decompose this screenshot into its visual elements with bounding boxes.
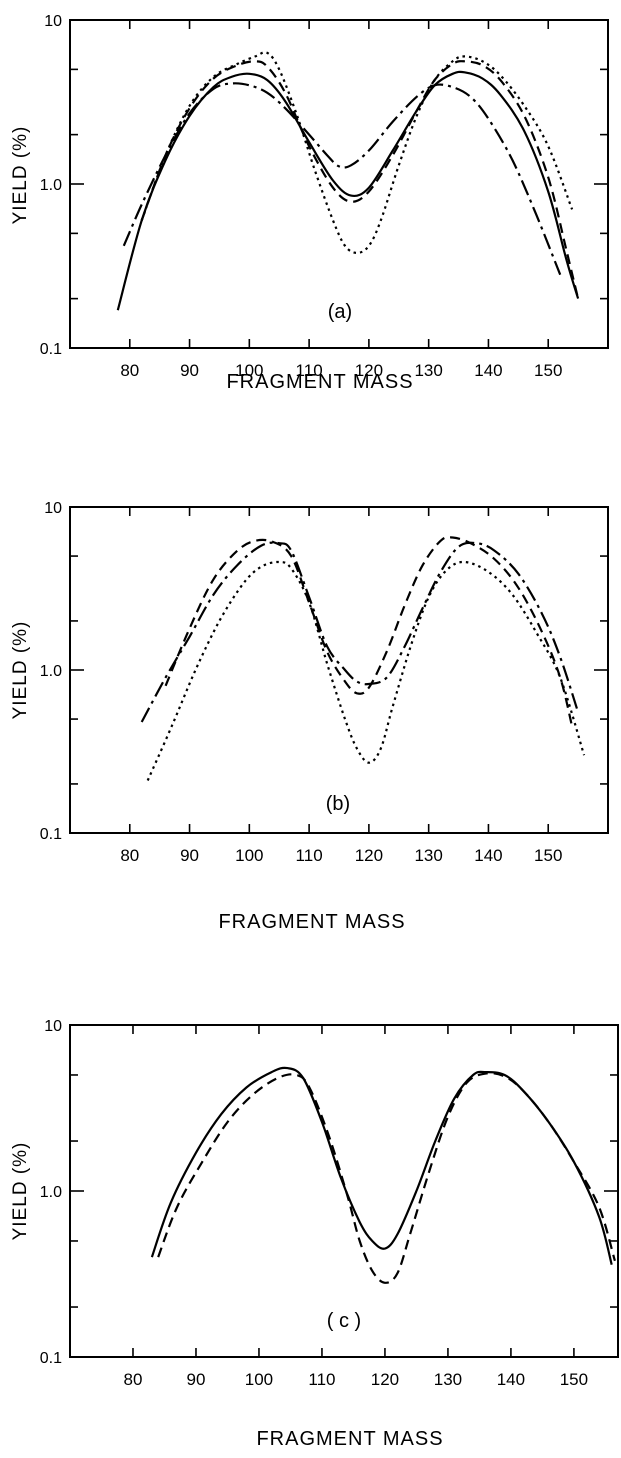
- x-tick-label: 130: [414, 361, 442, 380]
- series-line-dotted: [146, 560, 586, 781]
- x-tick-label: 110: [308, 1370, 335, 1389]
- y-axis-title: YIELD (%): [10, 1142, 31, 1241]
- x-tick-label: 80: [120, 361, 139, 380]
- series-line-dotted: [140, 51, 574, 254]
- x-tick-label: 150: [534, 846, 562, 865]
- x-tick-label: 150: [560, 1370, 588, 1389]
- series-line-dashed: [164, 536, 574, 727]
- x-axis-title: FRAGMENT MASS: [218, 911, 405, 933]
- series-line-dashdot: [140, 541, 580, 723]
- plot-frame: [69, 1024, 619, 1358]
- x-tick-label: 80: [120, 846, 139, 865]
- series-line-solid: [150, 1066, 613, 1265]
- y-tick-label: 1.0: [40, 1184, 62, 1201]
- x-tick-label: 140: [497, 1370, 525, 1389]
- x-tick-label: 120: [355, 846, 383, 865]
- x-tick-label: 140: [474, 846, 502, 865]
- y-axis-title: YIELD (%): [10, 126, 31, 225]
- y-tick-label: 10: [44, 13, 62, 30]
- series-line-dashed: [157, 1072, 616, 1284]
- series-line-dashdot: [122, 82, 562, 276]
- plot-frame: [69, 506, 609, 834]
- x-tick-label: 130: [414, 846, 442, 865]
- panel-2: 80 90 100 110 120 130 140 150 0.1 1.0 10 FRAGMENT M…: [10, 500, 609, 933]
- x-tick-label: 100: [235, 361, 263, 380]
- x-tick-label: 80: [124, 1370, 143, 1389]
- panel-label: (a): [328, 301, 352, 323]
- panel-1: 80 90 100 110 120 130 140 150 0.1 1.0 10 FRAGMENT M…: [10, 13, 609, 393]
- x-tick-label: 100: [235, 846, 263, 865]
- x-tick-label: 110: [296, 846, 323, 865]
- series-line-dashed: [140, 60, 580, 299]
- series-line-solid: [116, 70, 580, 311]
- panel-label: (b): [326, 793, 350, 815]
- x-tick-label: 120: [355, 361, 383, 380]
- x-tick-label: 150: [534, 361, 562, 380]
- y-tick-label: 0.1: [40, 341, 62, 358]
- y-tick-label: 0.1: [40, 826, 62, 843]
- x-tick-label: 120: [371, 1370, 399, 1389]
- panel-3: 80 90 100 110 120 130 140 150 0.1 1.0 10 FRAGMENT M…: [10, 1018, 619, 1450]
- panel-label: ( c ): [327, 1310, 361, 1332]
- x-tick-label: 110: [296, 361, 323, 380]
- x-axis-title: FRAGMENT MASS: [226, 371, 413, 393]
- y-tick-label: 1.0: [40, 177, 62, 194]
- x-tick-label: 130: [434, 1370, 462, 1389]
- x-tick-label: 90: [180, 361, 199, 380]
- y-tick-label: 10: [44, 500, 62, 517]
- y-tick-label: 10: [44, 1018, 62, 1035]
- x-tick-label: 140: [474, 361, 502, 380]
- x-tick-label: 90: [187, 1370, 206, 1389]
- y-axis-title: YIELD (%): [10, 621, 31, 720]
- x-tick-label: 90: [180, 846, 199, 865]
- x-axis-title: FRAGMENT MASS: [256, 1428, 443, 1450]
- y-tick-label: 0.1: [40, 1350, 62, 1367]
- y-tick-label: 1.0: [40, 663, 62, 680]
- x-tick-label: 100: [245, 1370, 273, 1389]
